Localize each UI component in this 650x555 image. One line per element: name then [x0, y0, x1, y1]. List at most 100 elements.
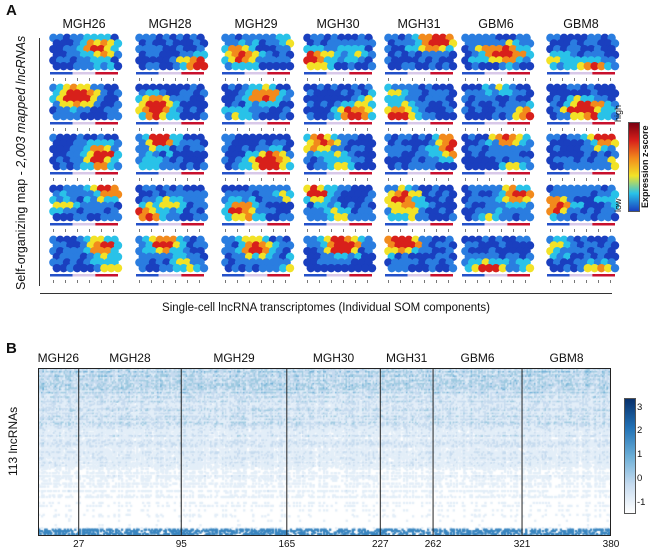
- som-hexagon: [306, 161, 316, 171]
- som-strip-tick: [525, 280, 526, 283]
- som-hexagon: [306, 111, 316, 121]
- som-hexagon: [179, 111, 188, 121]
- som-strip-tick: [574, 229, 575, 232]
- som-strip-tick: [388, 128, 389, 131]
- som-strip-tick: [187, 78, 188, 81]
- som-strip-tick: [598, 78, 599, 81]
- som-hexagon: [278, 212, 288, 222]
- som-strip-tick: [151, 280, 152, 283]
- som-hexagon: [484, 263, 494, 273]
- som-strip-tick: [610, 128, 611, 131]
- som-hexagon: [179, 161, 188, 171]
- som-hexagon: [360, 263, 370, 273]
- sample-label-gbm8: GBM8: [563, 17, 599, 31]
- som-component-strip: [50, 72, 73, 75]
- som-component-strip: [222, 72, 245, 75]
- som-hexagon: [145, 61, 154, 71]
- som-hexagon: [394, 161, 403, 171]
- som-hexagon: [72, 61, 82, 71]
- som-hexagon: [401, 263, 410, 273]
- som-component-strip: [304, 274, 327, 277]
- som-component-strip: [569, 122, 593, 125]
- som-hexagon: [576, 61, 586, 71]
- som-hexagon: [244, 263, 254, 273]
- som-component-strip: [462, 274, 485, 277]
- som-strip-tick: [113, 128, 114, 131]
- som-strip-tick: [610, 280, 611, 283]
- som-hexagon: [590, 263, 599, 273]
- som-hexagon: [603, 61, 613, 71]
- som-hexagon: [387, 161, 397, 171]
- som-map-mgh26-1: [49, 33, 123, 81]
- som-component-strip: [592, 122, 615, 125]
- som-component-strip: [50, 223, 73, 226]
- som-hexagon: [448, 111, 458, 121]
- som-component-strip: [158, 223, 182, 226]
- som-hexagon: [326, 111, 336, 121]
- som-hexagon: [333, 161, 343, 171]
- som-component-strip: [349, 274, 372, 277]
- som-strip-tick: [477, 78, 478, 81]
- som-strip-tick: [101, 128, 102, 131]
- som-hexagon: [518, 212, 528, 222]
- som-map-mgh29-1: [221, 33, 295, 81]
- som-strip-tick: [343, 128, 344, 131]
- som-strip-tick: [424, 280, 425, 283]
- som-strip-tick: [113, 229, 114, 232]
- som-strip-tick: [562, 229, 563, 232]
- som-hexagon: [138, 111, 148, 121]
- som-hexagon: [590, 111, 599, 121]
- som-strip-tick: [343, 78, 344, 81]
- som-hexagon: [491, 111, 501, 121]
- som-strip-tick: [77, 280, 78, 283]
- som-component-strip: [326, 274, 350, 277]
- som-hexagon: [512, 263, 521, 273]
- som-hexagon: [285, 61, 295, 71]
- som-strip-tick: [525, 128, 526, 131]
- som-hexagon: [72, 111, 82, 121]
- som-hexagon: [478, 263, 487, 273]
- som-hexagon: [93, 111, 102, 121]
- som-strip-tick: [388, 280, 389, 283]
- som-hexagon: [478, 111, 487, 121]
- panel-b-letter: B: [6, 340, 17, 357]
- som-hexagon: [59, 263, 68, 273]
- som-hexagon: [93, 61, 102, 71]
- som-hexagon: [340, 212, 350, 222]
- som-hexagon: [576, 212, 586, 222]
- som-hexagon: [597, 161, 606, 171]
- som-hexagon: [186, 263, 195, 273]
- som-component-strip: [385, 223, 408, 226]
- som-hexagon: [199, 111, 209, 121]
- som-strip-tick: [367, 128, 368, 131]
- som-component-strip: [136, 172, 159, 175]
- som-strip-tick: [331, 178, 332, 181]
- boundary-label: 380: [602, 539, 620, 550]
- som-component-strip: [95, 274, 118, 277]
- som-strip-tick: [367, 280, 368, 283]
- som-map-mgh26-3: [49, 133, 123, 181]
- som-hexagon: [199, 263, 209, 273]
- som-strip-tick: [525, 229, 526, 232]
- som-strip-tick: [225, 280, 226, 283]
- som-map-gbm6-3: [461, 133, 535, 181]
- som-map-gbm6-1: [461, 33, 535, 81]
- panel-a-x-axis-line: [40, 293, 612, 294]
- som-strip-tick: [175, 178, 176, 181]
- som-strip-tick: [513, 128, 514, 131]
- som-hexagon: [313, 263, 322, 273]
- som-hexagon: [251, 61, 261, 71]
- som-strip-tick: [412, 128, 413, 131]
- som-hexagon: [428, 212, 437, 222]
- som-strip-tick: [273, 229, 274, 232]
- som-hexagon: [333, 212, 343, 222]
- som-strip-tick: [199, 229, 200, 232]
- som-strip-tick: [53, 78, 54, 81]
- som-hexagon: [421, 61, 431, 71]
- som-hexagon: [610, 111, 620, 121]
- som-map-gbm6-5: [461, 235, 535, 283]
- som-strip-tick: [237, 229, 238, 232]
- som-hexagon: [563, 161, 572, 171]
- som-hexagon: [313, 161, 322, 171]
- som-hexagon: [354, 161, 363, 171]
